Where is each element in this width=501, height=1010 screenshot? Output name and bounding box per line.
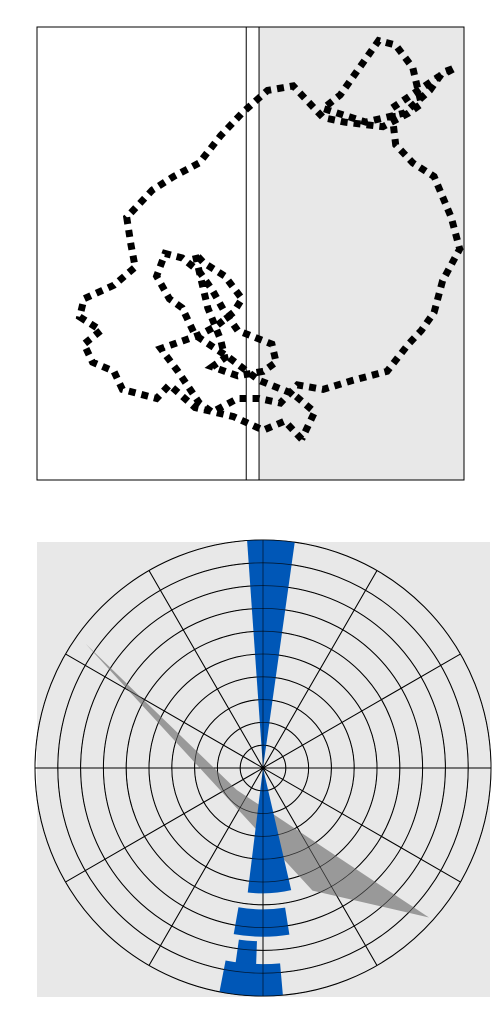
polar-bar-2 (233, 907, 290, 937)
polar-chart-panel (34, 539, 492, 997)
polar-spoke-overlay-300 (262, 767, 378, 966)
polar-spoke-overlay-120 (148, 570, 264, 769)
polar-bar-3 (235, 939, 257, 969)
polar-spoke-overlay-30 (262, 653, 461, 769)
shaded-region (246, 27, 464, 480)
panel-border (36, 26, 465, 481)
polar-bar-1 (247, 768, 292, 894)
polar-spoke-overlay-330 (262, 767, 461, 883)
vertical-band (245, 26, 260, 481)
polar-grid-overlay (34, 539, 492, 997)
polar-bars (219, 540, 295, 997)
polar-spoke-overlay-240 (148, 767, 264, 966)
polar-spoke-overlay-60 (262, 570, 378, 769)
polar-spoke-overlay-150 (65, 653, 264, 769)
polar-spoke-overlay-210 (65, 767, 264, 883)
polar-bar-4 (219, 960, 283, 997)
dotted-curve-panel (36, 26, 465, 481)
